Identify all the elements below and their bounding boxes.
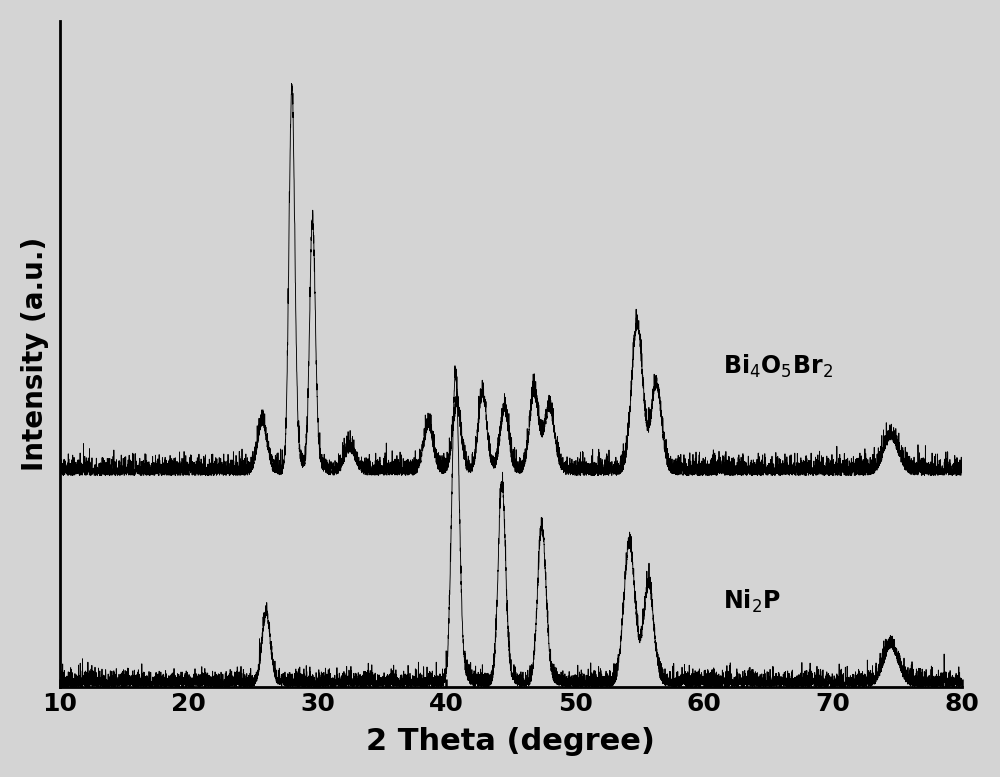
Text: Ni$_2$P: Ni$_2$P <box>723 587 781 615</box>
Y-axis label: Intensity (a.u.): Intensity (a.u.) <box>21 237 49 471</box>
X-axis label: 2 Theta (degree): 2 Theta (degree) <box>366 727 655 756</box>
Text: Bi$_4$O$_5$Br$_2$: Bi$_4$O$_5$Br$_2$ <box>723 353 833 380</box>
